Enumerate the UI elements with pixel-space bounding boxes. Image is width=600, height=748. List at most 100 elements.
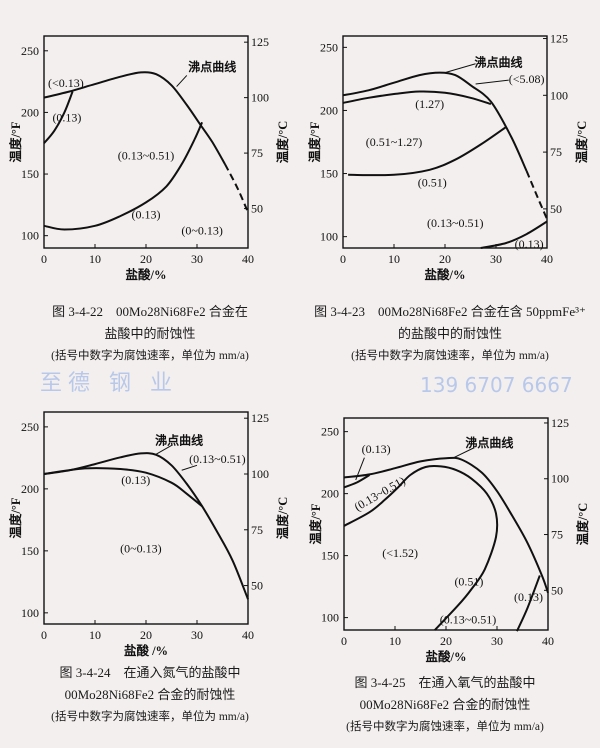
series-line: [43, 91, 74, 144]
annotation-label: (0.51~1.27): [366, 135, 422, 149]
caption-line2: 盐酸中的耐蚀性: [104, 326, 196, 341]
annotation-label: (1.27): [415, 97, 444, 111]
x-tick-label: 0: [41, 628, 47, 642]
annotation-leader: [355, 457, 365, 481]
y2-tick-label: 125: [551, 416, 569, 430]
y-tick-label: 150: [320, 167, 338, 181]
plot-frame: [43, 411, 249, 625]
x-tick-label: 10: [89, 628, 101, 642]
x-tick-label: 0: [341, 634, 347, 648]
annotation-label: (0~0.13): [120, 541, 161, 555]
x-tick-label: 0: [41, 252, 47, 266]
y2-axis-title: 温度/°C: [575, 503, 590, 546]
y2-tick-label: 75: [251, 146, 263, 160]
annotation-label: (0.51): [418, 175, 447, 189]
y2-tick-label: 125: [550, 32, 568, 46]
annotation-label: (0.13): [362, 442, 391, 456]
y2-tick-label: 75: [550, 145, 562, 159]
annotation-label: (0~0.13): [181, 224, 222, 238]
caption-fig-3-4-23: 图 3-4-23 00Mo28Ni68Fe2 合金在含 50ppmFe³⁺ 的盐…: [300, 301, 600, 367]
annotation-label: (0.13): [515, 237, 544, 251]
y-tick-label: 150: [21, 167, 39, 181]
caption-note: (括号中数字为腐蚀速率，单位为 mm/a): [346, 721, 544, 733]
series-line: [480, 220, 548, 249]
series-line-boiling-point-dashed: [224, 163, 249, 213]
caption-line1: 图 3-4-25 在通入氧气的盐酸中: [354, 675, 536, 690]
y2-tick-label: 100: [251, 467, 269, 481]
annotation-label: (0.13~0.51): [189, 452, 245, 466]
caption-fig-3-4-22: 图 3-4-22 00Mo28Ni68Fe2 合金在 盐酸中的耐蚀性 (括号中数…: [0, 301, 300, 367]
caption-note: (括号中数字为腐蚀速率，单位为 mm/a): [51, 711, 249, 723]
x-tick-label: 30: [490, 252, 502, 266]
y2-tick-label: 50: [251, 579, 263, 593]
series-line-boiling-point: [43, 71, 226, 165]
caption-line2: 00Mo28Ni68Fe2 合金的耐蚀性: [359, 697, 531, 712]
series-line: [43, 121, 204, 231]
y-tick-label: 100: [21, 229, 39, 243]
annotation-label: (0.13): [132, 208, 161, 222]
y-tick-label: 100: [320, 230, 338, 244]
chart-fig-3-4-25: 0 10 20 30 40 100 150 200 250 50 75 100 125 盐酸/% 温度/°F…: [308, 416, 590, 664]
y-tick-label: 150: [321, 549, 339, 563]
series-line: [343, 474, 371, 489]
chart-fig-3-4-22: 0 10 20 30 40 100 150 200 250 50 75 100 125 盐酸/% 温度/°F…: [8, 35, 290, 282]
annotation-label: (0.13~0.51): [118, 149, 174, 163]
annotation-leader: [176, 75, 188, 87]
y2-tick-label: 50: [550, 202, 562, 216]
x-axis-title: 盐酸/%: [126, 267, 167, 282]
y-tick-label: 250: [321, 425, 339, 439]
annotation-leader: [475, 79, 509, 85]
series-line-boiling-point: [342, 71, 528, 172]
caption-note: (括号中数字为腐蚀速率，单位为 mm/a): [351, 350, 549, 362]
annotation-label: (<0.13): [48, 76, 84, 90]
caption-fig-3-4-24: 图 3-4-24 在通入氮气的盐酸中 00Mo28Ni68Fe2 合金的耐蚀性 …: [0, 662, 300, 728]
y2-axis-title: 温度/°C: [574, 121, 589, 164]
y2-tick-label: 75: [551, 528, 563, 542]
annotation-leader: [444, 63, 476, 74]
annotation-label: (0.13~0.51): [440, 613, 496, 627]
caption-line2: 的盐酸中的耐蚀性: [397, 326, 502, 341]
y2-axis-title: 温度/°C: [275, 497, 290, 540]
series-line: [342, 90, 492, 106]
y2-tick-label: 125: [251, 411, 269, 425]
y-tick-label: 200: [320, 103, 338, 117]
y2-axis-title: 温度/°C: [275, 121, 290, 164]
y-tick-label: 250: [320, 40, 338, 54]
annotation-label: (0.13~0.51): [427, 216, 483, 230]
x-tick-label: 20: [440, 634, 452, 648]
y-axis-title: 温度/°F: [8, 121, 23, 162]
y-tick-label: 200: [321, 487, 339, 501]
x-axis-title: 盐酸 /%: [124, 643, 168, 658]
x-tick-label: 40: [542, 634, 554, 648]
x-tick-label: 20: [439, 252, 451, 266]
annotation-label: 沸点曲线: [188, 59, 236, 74]
caption-note: (括号中数字为腐蚀速率，单位为 mm/a): [51, 350, 249, 362]
annotation-label: (0.13~0.51): [352, 473, 408, 513]
y2-tick-label: 75: [251, 523, 263, 537]
x-tick-label: 10: [388, 252, 400, 266]
annotation-label: (0.13): [121, 473, 150, 487]
y2-tick-label: 50: [251, 202, 263, 216]
caption-line1: 图 3-4-24 在通入氮气的盐酸中: [59, 665, 241, 680]
annotation-label: 沸点曲线: [465, 435, 513, 450]
x-tick-label: 30: [191, 628, 203, 642]
x-tick-label: 30: [191, 252, 203, 266]
annotation-label: (<1.52): [382, 546, 418, 560]
series-line: [343, 464, 499, 631]
x-tick-label: 10: [89, 252, 101, 266]
caption-line1: 图 3-4-22 00Mo28Ni68Fe2 合金在: [52, 304, 248, 319]
series-line: [515, 575, 541, 632]
x-tick-label: 10: [389, 634, 401, 648]
annotation-label: (0.13): [514, 590, 543, 604]
x-axis-title: 盐酸/%: [425, 267, 466, 282]
y-tick-label: 200: [21, 482, 39, 496]
y-axis-title: 温度/°F: [8, 497, 23, 538]
series-line: [343, 456, 549, 594]
watermark-phone: 139 6707 6667: [420, 373, 573, 397]
series-line-boiling-point-dashed: [525, 170, 548, 220]
annotation-label: (0.51): [454, 575, 483, 589]
annotation-leader: [155, 445, 172, 455]
y2-tick-label: 100: [551, 472, 569, 486]
series-line: [43, 452, 249, 600]
caption-line1: 图 3-4-23 00Mo28Ni68Fe2 合金在含 50ppmFe³⁺: [314, 304, 586, 319]
